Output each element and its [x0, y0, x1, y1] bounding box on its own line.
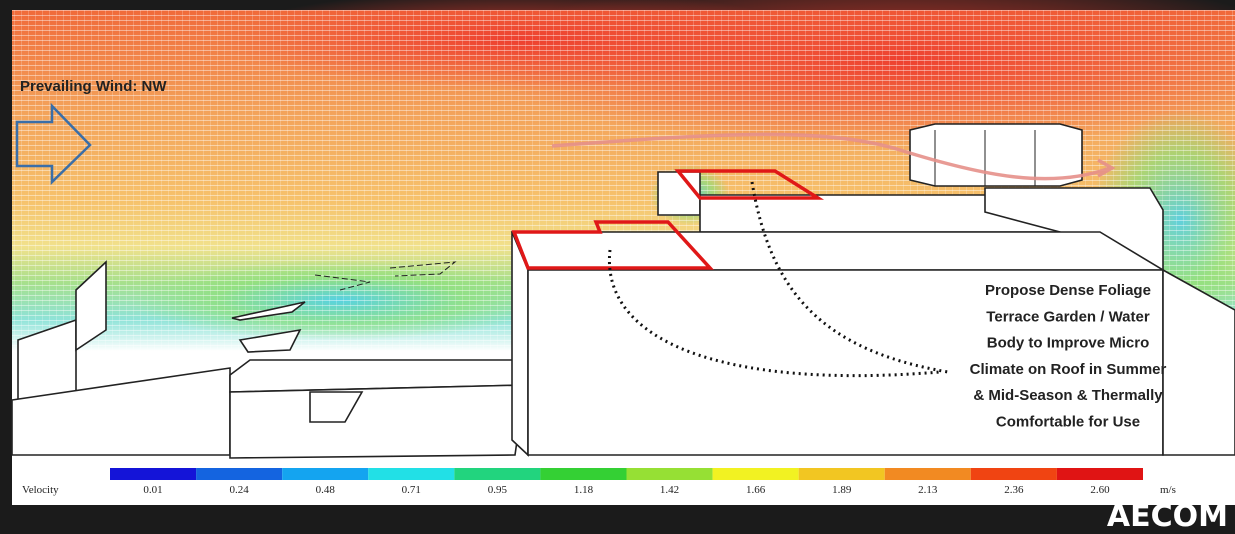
colorbar-label: 1.89 [832, 484, 852, 496]
colorbar-label: 1.42 [660, 484, 679, 496]
colorbar-segment [540, 468, 626, 480]
annotation-line: Body to Improve Micro [987, 335, 1150, 352]
annotation-line: Climate on Roof in Summer [970, 361, 1167, 378]
logo: AECOM [1107, 499, 1228, 534]
annotation-line: Comfortable for Use [996, 414, 1140, 431]
colorbar-segment [971, 468, 1057, 480]
colorbar-label: 2.13 [918, 484, 938, 496]
colorbar-segment [282, 468, 368, 480]
colorbar-segment [454, 468, 540, 480]
colorbar-segment [713, 468, 799, 480]
colorbar-segment [885, 468, 971, 480]
colorbar-segment [110, 468, 196, 480]
colorbar-segment [196, 468, 282, 480]
colorbar-label: 0.48 [316, 484, 336, 496]
legend-unit: m/s [1160, 484, 1176, 496]
colorbar-segment [627, 468, 713, 480]
slide: Prevailing Wind: NW Propose Dense Foliag… [0, 0, 1235, 534]
colorbar-label: 2.60 [1090, 484, 1110, 496]
wind-label: Prevailing Wind: NW [20, 78, 167, 95]
colorbar-label: 0.01 [143, 484, 162, 496]
colorbar-label: 0.24 [230, 484, 250, 496]
legend-title: Velocity [22, 484, 59, 496]
colorbar-segment [368, 468, 454, 480]
colorbar-segment [799, 468, 885, 480]
annotation-line: Terrace Garden / Water [986, 308, 1150, 325]
colorbar-segment [1057, 468, 1143, 480]
annotation-line: Propose Dense Foliage [985, 282, 1151, 299]
annotation-line: & Mid-Season & Thermally [973, 387, 1163, 404]
colorbar-label: 1.66 [746, 484, 766, 496]
colorbar-label: 0.95 [488, 484, 508, 496]
colorbar-label: 0.71 [402, 484, 421, 496]
colorbar-label: 1.18 [574, 484, 594, 496]
colorbar-label: 2.36 [1004, 484, 1024, 496]
